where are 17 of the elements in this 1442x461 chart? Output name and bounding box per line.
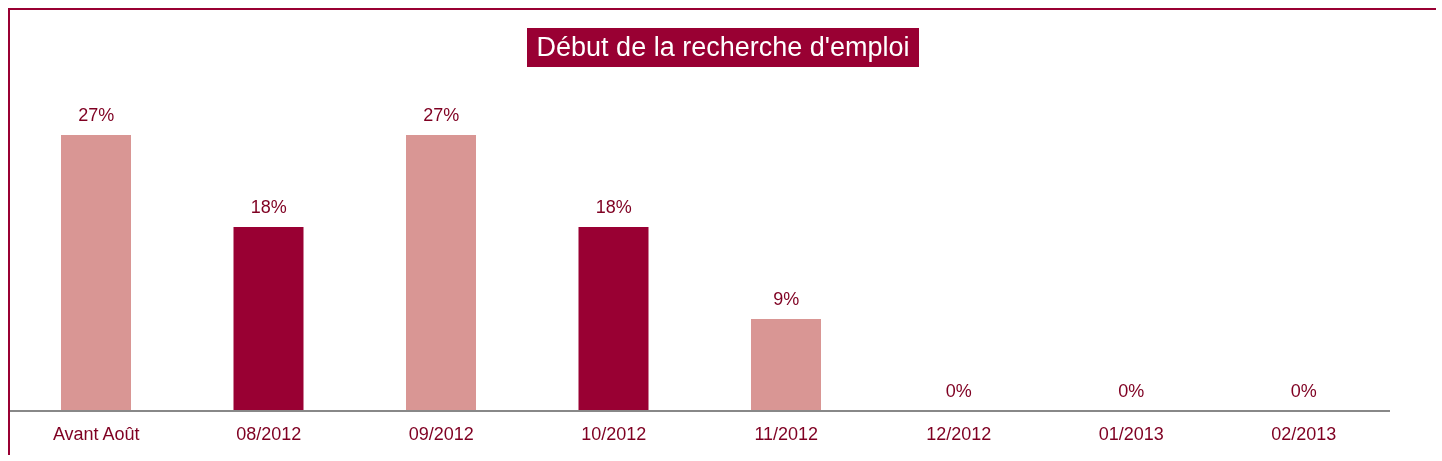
x-tick-label: 12/2012 <box>926 423 992 444</box>
x-tick-label: 11/2012 <box>754 423 819 444</box>
x-tick-label: 02/2013 <box>1271 423 1337 444</box>
x-tick-label: 01/2013 <box>1098 423 1164 444</box>
x-tick-label: 09/2012 <box>408 423 474 444</box>
data-label: 0% <box>1290 381 1317 401</box>
data-label: 18% <box>250 197 287 218</box>
data-label: 18% <box>595 197 632 218</box>
x-tick-label: 08/2012 <box>236 423 302 444</box>
x-tick-label: 10/2012 <box>581 423 647 444</box>
data-label: 27% <box>78 105 115 126</box>
x-tick-label: Avant Août <box>52 423 140 444</box>
data-label: 0% <box>945 381 972 401</box>
data-label: 0% <box>1118 381 1145 401</box>
data-label: 27% <box>423 105 460 126</box>
data-label: 9% <box>773 289 800 310</box>
chart-title: Début de la recherche d'emploi <box>526 28 920 67</box>
